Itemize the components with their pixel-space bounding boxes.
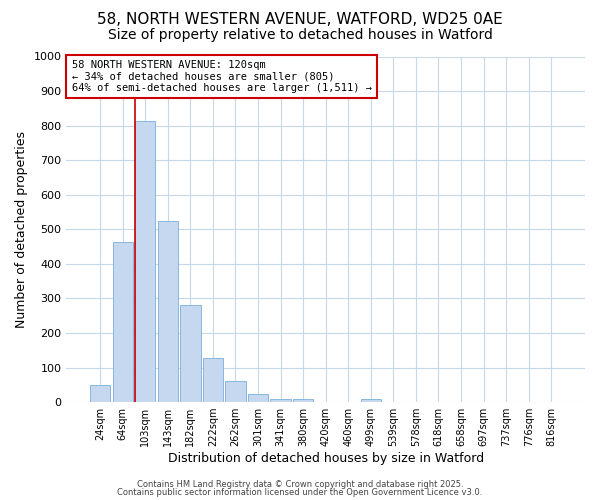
X-axis label: Distribution of detached houses by size in Watford: Distribution of detached houses by size … (167, 452, 484, 465)
Bar (226, 382, 245, 402)
Bar (158, 220, 178, 402)
Bar (90, 385, 110, 402)
Bar (271, 398, 291, 402)
Text: 58 NORTH WESTERN AVENUE: 120sqm
← 34% of detached houses are smaller (805)
64% o: 58 NORTH WESTERN AVENUE: 120sqm ← 34% of… (71, 60, 371, 93)
Bar (180, 306, 200, 402)
Bar (113, 242, 133, 402)
Bar (203, 358, 223, 402)
Text: 58, NORTH WESTERN AVENUE, WATFORD, WD25 0AE: 58, NORTH WESTERN AVENUE, WATFORD, WD25 … (97, 12, 503, 28)
Bar (361, 398, 381, 402)
Bar (293, 398, 313, 402)
Text: Contains HM Land Registry data © Crown copyright and database right 2025.: Contains HM Land Registry data © Crown c… (137, 480, 463, 489)
Text: Contains public sector information licensed under the Open Government Licence v3: Contains public sector information licen… (118, 488, 482, 497)
Y-axis label: Number of detached properties: Number of detached properties (15, 131, 28, 328)
Text: Size of property relative to detached houses in Watford: Size of property relative to detached ho… (107, 28, 493, 42)
Bar (248, 394, 268, 402)
Bar (135, 121, 155, 402)
